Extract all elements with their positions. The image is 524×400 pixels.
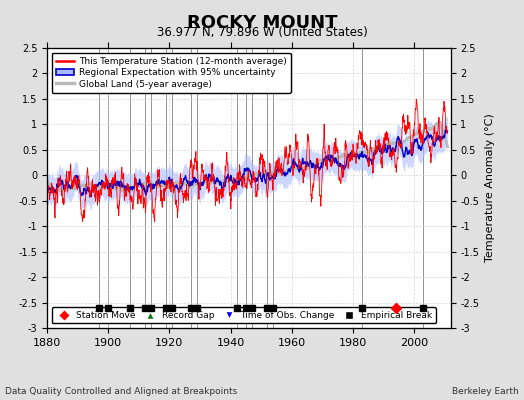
Legend: Station Move, Record Gap, Time of Obs. Change, Empirical Break: Station Move, Record Gap, Time of Obs. C…: [52, 307, 435, 324]
Text: Berkeley Earth: Berkeley Earth: [452, 387, 519, 396]
Text: ROCKY MOUNT: ROCKY MOUNT: [187, 14, 337, 32]
Text: 36.977 N, 79.896 W (United States): 36.977 N, 79.896 W (United States): [157, 26, 367, 39]
Text: Data Quality Controlled and Aligned at Breakpoints: Data Quality Controlled and Aligned at B…: [5, 387, 237, 396]
Y-axis label: Temperature Anomaly (°C): Temperature Anomaly (°C): [485, 114, 495, 262]
